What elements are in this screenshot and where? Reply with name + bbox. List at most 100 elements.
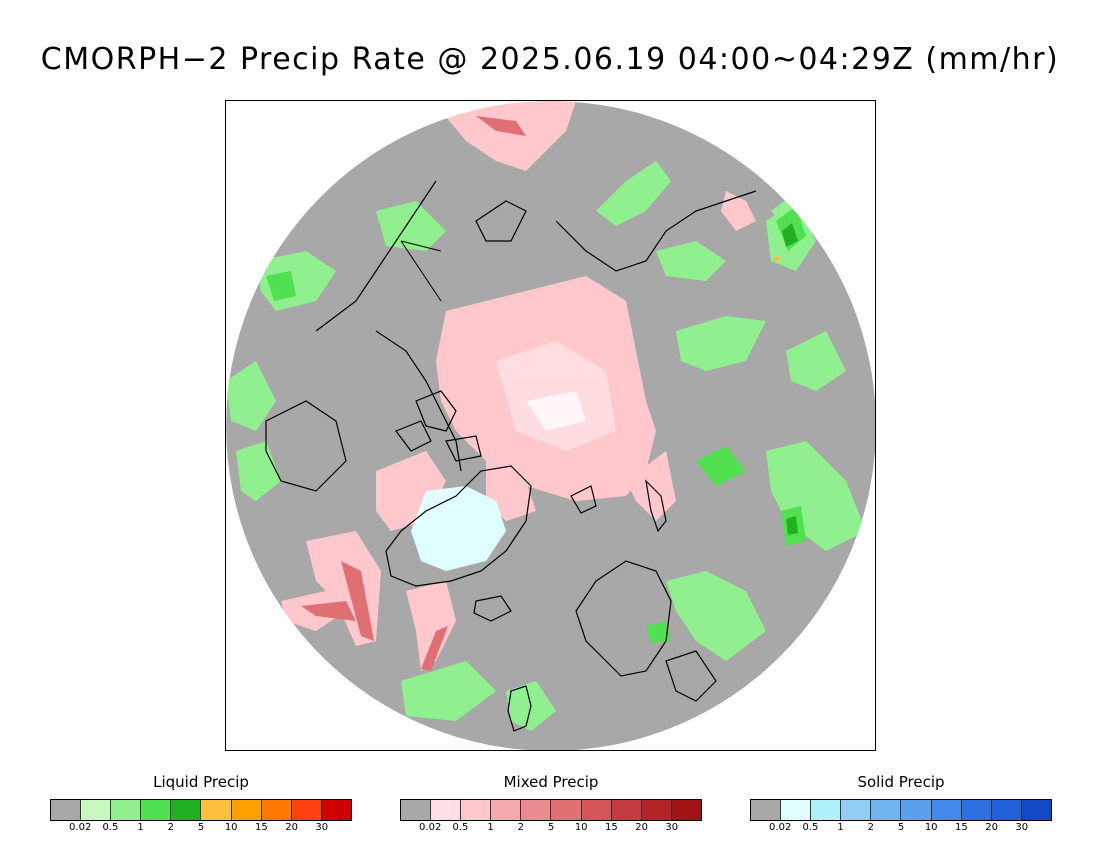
legend-swatch — [231, 800, 262, 820]
legend-tick-label: 0.5 — [452, 822, 469, 833]
svalbard-coast — [570, 485, 597, 514]
legend-tick-label: 1 — [837, 822, 844, 833]
legend-swatch — [521, 800, 552, 820]
legend-tick-label: 2 — [167, 822, 174, 833]
legend-tick-label: 0.5 — [102, 822, 119, 833]
novaya-zemlya-coast — [645, 479, 667, 533]
legend-ticks: 0.02 0.5 1 2 5 10 15 20 30 — [750, 822, 1052, 836]
legend-tick-label: 0.02 — [69, 822, 92, 833]
legend-ticks: 0.02 0.5 1 2 5 10 15 20 30 — [400, 822, 702, 836]
legend-tick-label: 1 — [137, 822, 144, 833]
polar-map — [226, 101, 875, 750]
legend-swatch — [611, 800, 642, 820]
atlantic-liquid — [401, 661, 496, 721]
coastlines — [265, 180, 757, 732]
legend-tick-label: 0.02 — [769, 822, 792, 833]
legend-title: Mixed Precip — [503, 773, 599, 791]
legend-tick-label: 5 — [547, 822, 555, 833]
alaska-liquid — [376, 201, 446, 251]
alaska-coast — [315, 180, 437, 332]
legend-tick-label: 10 — [924, 822, 938, 833]
legend-solid: Solid Precip 0.02 0.5 1 2 5 10 15 20 30 — [750, 772, 1052, 836]
legend-swatch — [401, 800, 432, 820]
legend-swatch — [841, 800, 872, 820]
siberia-liquid-1 — [596, 161, 671, 226]
legend-swatch — [321, 800, 351, 820]
legend-swatch — [991, 800, 1022, 820]
legend-swatch — [171, 800, 202, 820]
legend-colorbar — [400, 799, 702, 821]
legend-colorbar — [750, 799, 1052, 821]
liquid-peak-spot — [774, 256, 780, 262]
legend-swatch — [491, 800, 522, 820]
kamchatka-coast — [475, 200, 527, 242]
legend-tick-label: 15 — [255, 822, 268, 833]
liquid-heavy-areas — [782, 223, 798, 535]
liquid-moderate-areas — [266, 206, 806, 643]
europe-liquid — [666, 571, 766, 661]
date-line — [400, 240, 442, 252]
legend-tick-label: 20 — [285, 822, 298, 833]
mixed-light-areas — [496, 341, 616, 451]
legend-swatch — [811, 800, 842, 820]
legend-title: Liquid Precip — [153, 773, 249, 791]
legend-swatch — [261, 800, 292, 820]
legend-swatch — [291, 800, 322, 820]
legend-tick-label: 30 — [1015, 822, 1029, 833]
legend-tick-label: 0.02 — [419, 822, 442, 833]
legend-tick-label: 30 — [665, 822, 679, 833]
legend-tick-label: 2 — [867, 822, 874, 833]
hudson-bay-coast — [265, 400, 347, 492]
legend-liquid: Liquid Precip 0.02 0.5 1 2 5 10 15 20 30 — [50, 772, 352, 836]
legend-swatch — [961, 800, 992, 820]
legend-tick-label: 20 — [985, 822, 998, 833]
iceland-coast — [473, 595, 512, 622]
legend-tick-label: 10 — [574, 822, 588, 833]
legend-swatch — [431, 800, 462, 820]
ural-liquid — [676, 316, 766, 371]
legend-swatch — [141, 800, 172, 820]
legend-tick-label: 5 — [197, 822, 205, 833]
siberia-coast — [555, 190, 757, 272]
legend-swatch — [1021, 800, 1051, 820]
legend-tick-label: 2 — [517, 822, 524, 833]
legend-swatch — [201, 800, 232, 820]
legend-swatch — [871, 800, 902, 820]
uk-coast — [507, 685, 532, 732]
map-panel — [225, 100, 876, 751]
scandinavia-coast — [575, 560, 672, 677]
legend-swatch — [751, 800, 782, 820]
map-title: CMORPH−2 Precip Rate @ 2025.06.19 04:00~… — [40, 42, 1060, 77]
mixed-heavy-areas — [301, 116, 526, 671]
legend-title: Solid Precip — [857, 773, 945, 791]
legend-swatch — [901, 800, 932, 820]
legend-tick-label: 10 — [224, 822, 238, 833]
mongolia-liquid — [786, 331, 846, 391]
bering-mixed-area — [441, 101, 576, 171]
legend-swatch — [581, 800, 612, 820]
legend-swatch — [641, 800, 672, 820]
legend-tick-label: 20 — [635, 822, 648, 833]
legend-colorbar — [50, 799, 352, 821]
greenland-sea-mixed — [406, 581, 456, 671]
canadian-archipelago — [395, 390, 482, 462]
baltic-coast — [665, 650, 717, 702]
hudson-liquid — [236, 441, 281, 501]
greenland-coast — [385, 465, 532, 587]
liquid-precip-areas — [226, 161, 866, 731]
legend-tick-label: 0.5 — [802, 822, 819, 833]
canada-liquid — [226, 361, 276, 431]
legend-tick-label: 15 — [605, 822, 618, 833]
legend-swatch — [111, 800, 142, 820]
legend-tick-label: 30 — [315, 822, 329, 833]
legend-ticks: 0.02 0.5 1 2 5 10 15 20 30 — [50, 822, 352, 836]
legend-tick-label: 15 — [955, 822, 968, 833]
siberia-liquid-2 — [656, 241, 726, 281]
legend-swatch — [461, 800, 492, 820]
canada-alaska-border — [400, 240, 442, 302]
legend-swatch — [781, 800, 812, 820]
legend-swatch — [931, 800, 962, 820]
legend-swatch — [81, 800, 112, 820]
legend-swatch — [671, 800, 701, 820]
canada-coast — [375, 330, 462, 472]
